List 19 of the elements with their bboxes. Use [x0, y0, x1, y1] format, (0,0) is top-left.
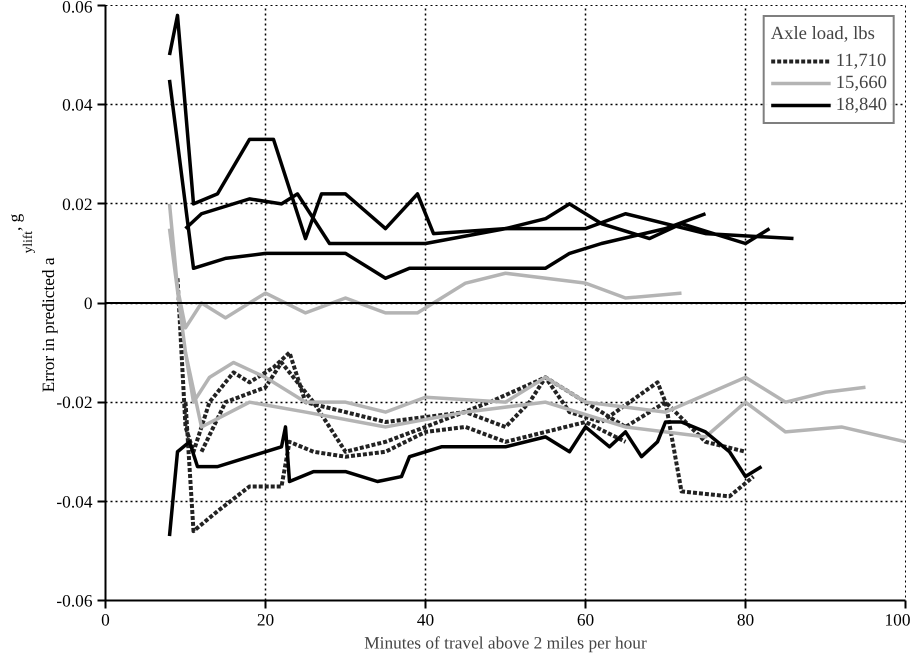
y-tick-label: 0.06: [62, 0, 93, 16]
legend-label: 18,840: [836, 94, 887, 116]
y-tick-label: 0.02: [62, 194, 93, 214]
x-tick-label: 40: [416, 610, 434, 630]
y-tick-label: -0.06: [56, 592, 93, 610]
x-tick-label: 80: [736, 610, 754, 630]
legend-label: 15,660: [836, 72, 887, 94]
y-tick-label: -0.04: [56, 492, 93, 512]
x-axis-title: Minutes of travel above 2 miles per hour: [364, 634, 647, 652]
x-tick-label: 60: [576, 610, 594, 630]
x-tick-label: 100: [884, 610, 911, 630]
legend-label: 11,710: [836, 50, 886, 72]
y-tick-label: 0.04: [62, 96, 93, 115]
y-axis-title: Error in predicted aylift, g: [5, 213, 58, 392]
y-tick-label: -0.02: [56, 393, 93, 412]
x-tick-label: 0: [101, 610, 110, 630]
y-tick-label: 0: [84, 294, 93, 313]
x-tick-label: 20: [256, 610, 274, 630]
legend-title: Axle load, lbs: [770, 23, 876, 45]
